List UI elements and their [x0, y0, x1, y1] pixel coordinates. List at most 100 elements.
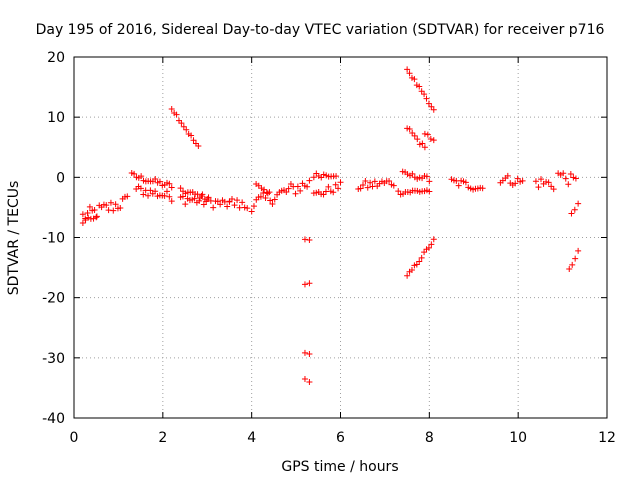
data-point: [455, 182, 462, 189]
data-point: [301, 281, 308, 288]
data-point: [545, 179, 552, 186]
data-point: [362, 177, 369, 184]
y-tick-label: -20: [42, 291, 65, 307]
x-tick-label: 0: [70, 430, 79, 446]
data-point: [248, 208, 255, 215]
data-point: [195, 142, 202, 149]
x-tick-label: 12: [598, 430, 616, 446]
data-point: [117, 204, 124, 211]
data-point: [226, 198, 233, 205]
data-point: [514, 175, 521, 182]
data-point: [156, 178, 163, 185]
data-point: [301, 349, 308, 356]
data-point: [423, 95, 430, 102]
data-point: [519, 177, 526, 184]
data-point: [266, 189, 273, 196]
data-point: [168, 184, 175, 191]
data-point: [204, 196, 211, 203]
data-point: [152, 176, 159, 183]
y-tick-label: -10: [42, 231, 65, 247]
y-tick-label: -40: [42, 411, 65, 427]
data-point: [271, 196, 278, 203]
data-point: [512, 180, 519, 187]
data-point: [572, 175, 579, 182]
data-point: [179, 193, 186, 200]
data-point: [479, 185, 486, 192]
data-point: [199, 191, 206, 198]
data-point: [84, 209, 91, 216]
data-point: [138, 173, 145, 180]
data-point: [161, 192, 168, 199]
x-tick-label: 10: [509, 430, 527, 446]
data-point: [430, 137, 437, 144]
data-point: [318, 174, 325, 181]
data-point: [105, 207, 112, 214]
data-point: [177, 185, 184, 192]
data-point: [411, 76, 418, 83]
data-point: [532, 178, 539, 185]
data-point: [166, 180, 173, 187]
data-point: [430, 106, 437, 113]
data-point: [325, 183, 332, 190]
data-point: [416, 258, 423, 265]
data-point: [292, 190, 299, 197]
data-point: [224, 203, 231, 210]
data-point: [301, 236, 308, 243]
data-point: [560, 170, 567, 177]
data-point: [234, 197, 241, 204]
data-point: [183, 126, 190, 133]
data-point: [570, 174, 577, 181]
data-point: [304, 183, 311, 190]
data-point: [93, 214, 100, 221]
data-point: [535, 184, 542, 191]
data-point: [404, 66, 411, 73]
y-tick-label: 0: [56, 170, 65, 186]
data-point: [261, 186, 268, 193]
data-point: [568, 210, 575, 217]
chart-title: Day 195 of 2016, Sidereal Day-to-day VTE…: [36, 22, 605, 38]
data-point: [414, 136, 421, 143]
data-point: [79, 211, 86, 218]
data-point: [386, 177, 393, 184]
data-point: [140, 191, 147, 198]
data-point: [173, 111, 180, 118]
data-point: [112, 201, 119, 208]
axis-ticks: 0 2 4 6 8 10 12 -40 -30 -20 -10 0 10 20: [42, 50, 616, 446]
data-point: [419, 140, 426, 147]
data-point: [406, 126, 413, 133]
x-tick-label: 4: [247, 430, 256, 446]
data-point: [416, 83, 423, 90]
data-point: [425, 100, 432, 107]
data-point: [572, 255, 579, 262]
y-axis-label: SDTVAR / TECUs: [6, 181, 22, 296]
data-point: [567, 171, 574, 177]
data-point: [371, 178, 378, 185]
data-point: [421, 91, 428, 98]
data-point: [168, 198, 175, 205]
data-point: [306, 378, 313, 385]
data-point: [191, 195, 198, 202]
data-point: [90, 215, 97, 222]
data-point: [86, 203, 93, 210]
data-point: [131, 170, 138, 177]
data-point: [427, 135, 434, 142]
data-point: [285, 185, 292, 192]
data-point: [409, 170, 416, 177]
data-point: [79, 219, 86, 226]
data-point: [107, 199, 114, 206]
data-point: [196, 197, 203, 204]
data-point: [241, 204, 248, 211]
data-point: [548, 183, 555, 190]
data-point: [418, 254, 425, 261]
data-point: [269, 200, 276, 207]
data-point: [163, 188, 170, 195]
data-point: [258, 185, 265, 192]
data-point: [200, 201, 207, 208]
data-point: [306, 237, 313, 244]
y-tick-label: -30: [42, 351, 65, 367]
data-point: [421, 144, 428, 151]
data-point: [301, 375, 308, 382]
data-point: [267, 197, 274, 204]
data-point: [406, 70, 413, 77]
